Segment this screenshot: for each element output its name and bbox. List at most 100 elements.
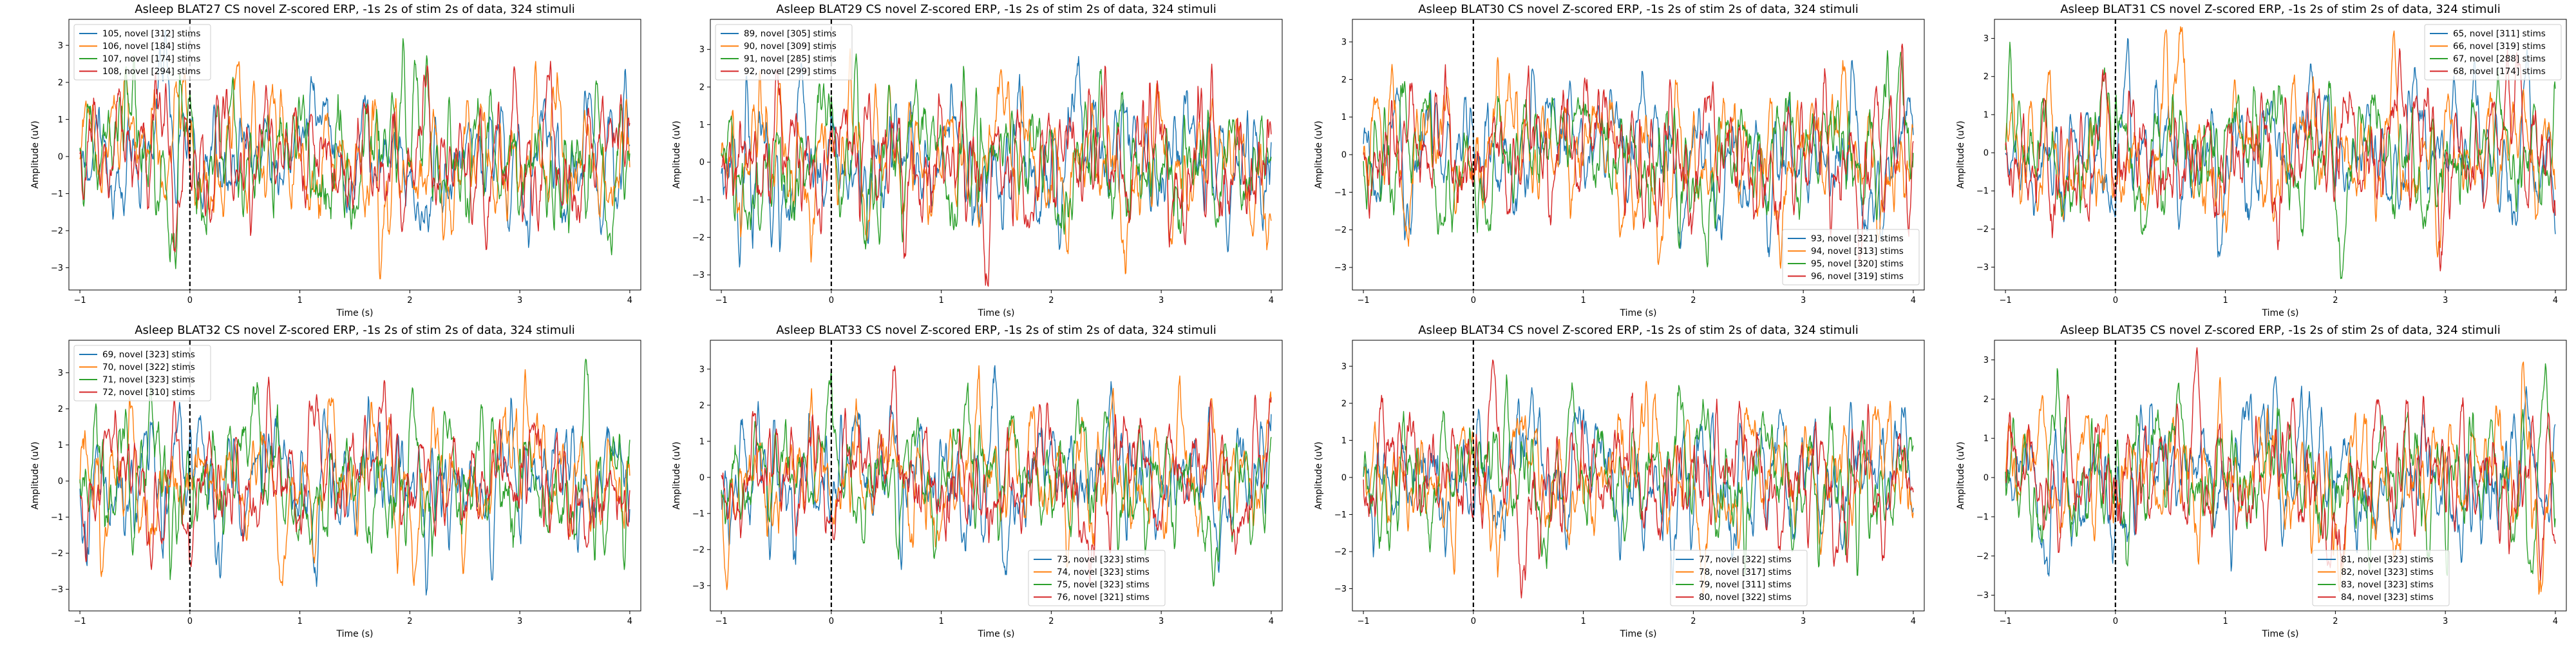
subplot-title: Asleep BLAT35 CS novel Z-scored ERP, -1s…: [2060, 324, 2501, 337]
x-tick-label: 1: [1580, 617, 1586, 626]
legend-entry: 95, novel [320] stims: [1811, 259, 1904, 269]
legend: 73, novel [323] stims 74, novel [323] sti…: [1028, 550, 1166, 606]
legend-box: [73, 24, 211, 81]
y-tick-label: 2: [1341, 399, 1347, 409]
subplot-1: Asleep BLAT27 CS novel Z-scored ERP, -1s…: [30, 3, 641, 318]
subplot-4: Asleep BLAT31 CS novel Z-scored ERP, -1s…: [1956, 3, 2567, 318]
y-tick-label: −3: [1334, 584, 1347, 594]
legend: 81, novel [323] stims 82, novel [323] sti…: [2312, 550, 2450, 606]
x-tick-label: 2: [2333, 617, 2338, 626]
legend-box: [73, 345, 211, 401]
x-tick-label: 0: [1471, 296, 1476, 305]
series-line-4: [2005, 48, 2556, 272]
x-tick-label: 2: [1048, 617, 1054, 626]
legend-entry: 77, novel [322] stims: [1699, 555, 1792, 565]
series-line-3: [1363, 374, 1914, 576]
x-tick-label: −1: [1999, 617, 2011, 626]
subplot-3: Asleep BLAT30 CS novel Z-scored ERP, -1s…: [1314, 3, 1925, 318]
y-tick-label: −3: [1976, 263, 1989, 273]
y-axis-label: Amplitude (uV): [30, 121, 41, 189]
legend-entry: 73, novel [323] stims: [1057, 555, 1150, 565]
y-tick-label: −2: [51, 226, 63, 236]
y-tick-label: 1: [1984, 110, 1989, 120]
x-tick-label: 2: [2333, 296, 2338, 305]
y-tick-label: −3: [51, 585, 63, 595]
series-lines: [2005, 26, 2556, 279]
subplot-title: Asleep BLAT27 CS novel Z-scored ERP, -1s…: [135, 3, 575, 16]
legend-entry: 66, novel [319] stims: [2453, 41, 2546, 52]
series-lines: [1363, 359, 1914, 599]
y-tick-label: −1: [1334, 510, 1347, 520]
x-tick-label: −1: [1357, 617, 1369, 626]
legend-entry: 83, novel [323] stims: [2341, 580, 2434, 590]
subplot-title: Asleep BLAT32 CS novel Z-scored ERP, -1s…: [135, 324, 575, 337]
series-lines: [721, 365, 1272, 590]
series-line-2: [721, 48, 1272, 275]
series-line-3: [79, 38, 630, 269]
series-lines: [79, 358, 630, 596]
y-axis-label: Amplitude (uV): [672, 121, 682, 189]
x-tick-label: 3: [1159, 296, 1164, 305]
legend-box: [1028, 550, 1166, 606]
legend: 69, novel [323] stims 70, novel [322] sti…: [73, 345, 211, 401]
legend-entry: 67, novel [288] stims: [2453, 54, 2546, 64]
legend: 93, novel [321] stims 94, novel [313] sti…: [1782, 229, 1920, 285]
y-tick-label: 3: [1341, 362, 1347, 372]
legend-entry: 106, novel [184] stims: [102, 41, 200, 52]
x-axis-label: Time (s): [978, 308, 1015, 318]
y-tick-label: 1: [1984, 434, 1989, 444]
legend-box: [1670, 550, 1808, 606]
y-tick-label: 2: [699, 401, 705, 410]
x-axis-label: Time (s): [1620, 629, 1657, 639]
y-tick-label: 1: [58, 115, 63, 125]
series-lines: [721, 48, 1272, 287]
legend-entry: 96, novel [319] stims: [1811, 271, 1904, 282]
y-tick-label: −3: [1976, 591, 1989, 601]
legend: 77, novel [322] stims 78, novel [317] sti…: [1670, 550, 1808, 606]
series-line-2: [1363, 57, 1913, 269]
x-axis-label: Time (s): [2262, 629, 2299, 639]
subplot-7: Asleep BLAT34 CS novel Z-scored ERP, -1s…: [1314, 324, 1925, 639]
series-line-2: [2005, 26, 2556, 258]
y-tick-label: 0: [58, 477, 63, 487]
y-tick-label: 1: [58, 441, 63, 450]
x-tick-label: 4: [1269, 617, 1274, 626]
series-line-3: [721, 372, 1272, 587]
legend-entry: 74, novel [323] stims: [1057, 567, 1150, 577]
y-tick-label: −3: [692, 581, 705, 591]
x-tick-label: 3: [2443, 296, 2448, 305]
x-axis-label: Time (s): [1620, 308, 1657, 318]
y-tick-label: −1: [692, 196, 705, 206]
legend-entry: 79, novel [311] stims: [1699, 580, 1792, 590]
legend-entry: 80, novel [322] stims: [1699, 592, 1792, 603]
subplot-8: Asleep BLAT35 CS novel Z-scored ERP, -1s…: [1956, 324, 2567, 639]
series-line-4: [79, 61, 630, 253]
y-tick-label: 2: [58, 405, 63, 414]
series-line-1: [721, 55, 1272, 268]
x-tick-label: 3: [517, 296, 522, 305]
subplot-2: Asleep BLAT29 CS novel Z-scored ERP, -1s…: [672, 3, 1283, 318]
y-axis-label: Amplitude (uV): [30, 441, 41, 510]
y-tick-label: 0: [699, 158, 705, 168]
y-tick-label: 0: [1984, 149, 1989, 159]
x-tick-label: 1: [1580, 296, 1586, 305]
series-line-2: [1363, 381, 1914, 595]
y-tick-label: 3: [58, 369, 63, 378]
x-tick-label: −1: [73, 617, 86, 626]
legend-entry: 75, novel [323] stims: [1057, 580, 1150, 590]
x-tick-label: 2: [1690, 296, 1696, 305]
legend: 105, novel [312] stims 106, novel [184] s…: [73, 24, 211, 81]
series-lines: [79, 30, 630, 280]
y-tick-label: −2: [51, 549, 63, 559]
y-tick-label: 0: [58, 152, 63, 162]
x-tick-label: 4: [2553, 296, 2558, 305]
y-tick-label: 3: [699, 365, 705, 374]
series-lines: [2005, 347, 2556, 595]
legend-entry: 92, novel [299] stims: [744, 66, 837, 77]
x-tick-label: 3: [2443, 617, 2448, 626]
y-tick-label: −1: [51, 513, 63, 523]
x-tick-label: 0: [829, 296, 834, 305]
subplot-title: Asleep BLAT29 CS novel Z-scored ERP, -1s…: [776, 3, 1217, 16]
y-tick-label: −3: [692, 271, 705, 280]
